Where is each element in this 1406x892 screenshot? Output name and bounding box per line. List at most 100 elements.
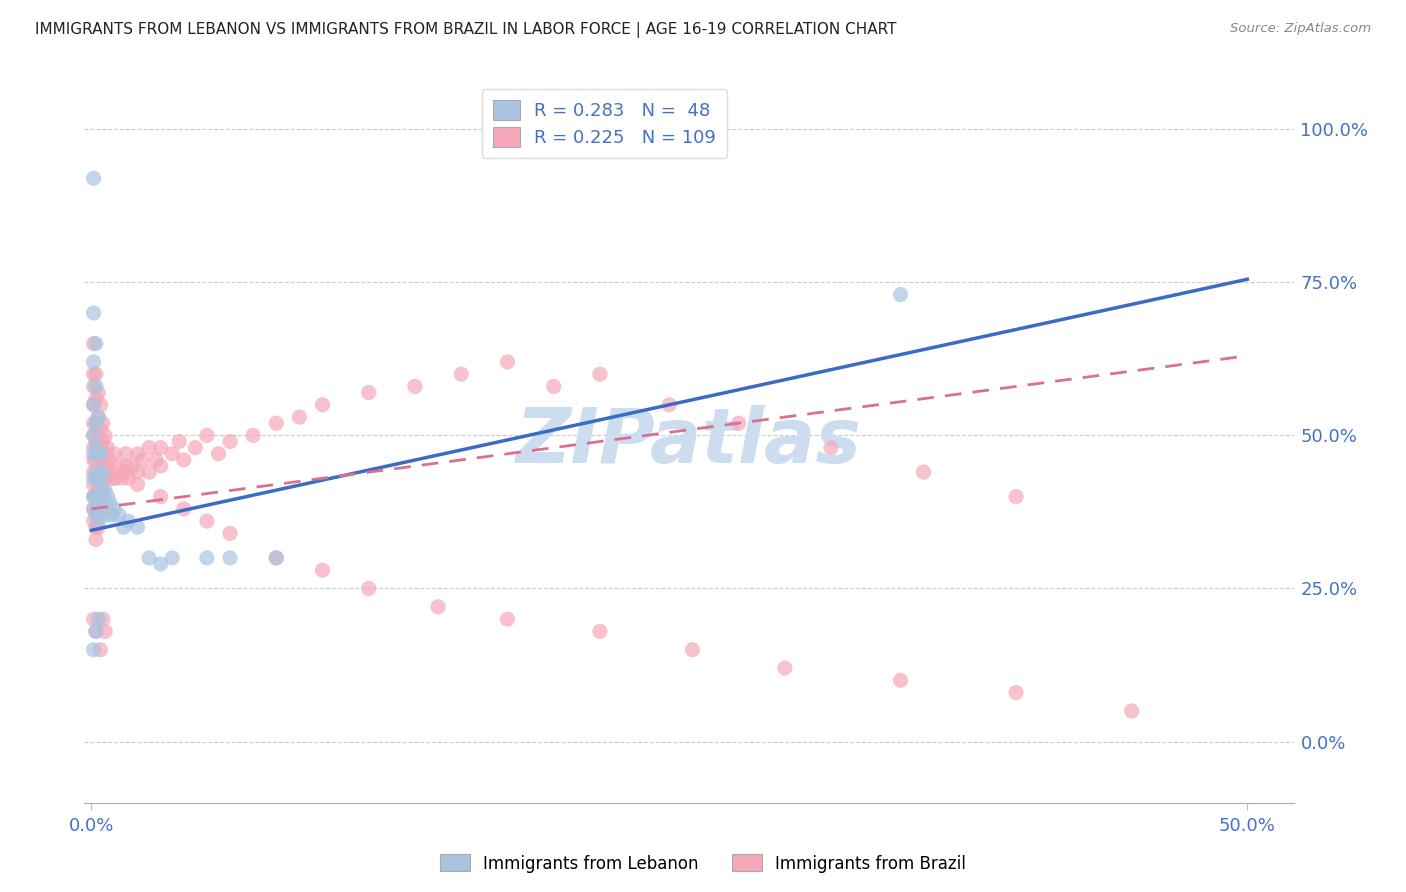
Point — [149, 441, 172, 455]
Point — [264, 416, 287, 430]
Point — [404, 379, 426, 393]
Point — [83, 465, 105, 479]
Point — [84, 465, 107, 479]
Point — [264, 550, 287, 565]
Point — [160, 447, 183, 461]
Point — [83, 367, 105, 381]
Point — [91, 416, 114, 430]
Point — [173, 502, 195, 516]
Point — [84, 508, 107, 522]
Point — [496, 612, 519, 626]
Point — [131, 453, 153, 467]
Text: Source: ZipAtlas.com: Source: ZipAtlas.com — [1230, 22, 1371, 36]
Point — [84, 441, 107, 455]
Point — [90, 642, 112, 657]
Point — [90, 490, 112, 504]
Point — [94, 447, 117, 461]
Point — [83, 355, 105, 369]
Point — [84, 520, 107, 534]
Point — [207, 447, 229, 461]
Point — [83, 514, 105, 528]
Point — [87, 502, 110, 516]
Point — [91, 502, 114, 516]
Point — [87, 410, 110, 425]
Point — [219, 526, 242, 541]
Point — [1005, 685, 1028, 699]
Point — [83, 502, 105, 516]
Point — [101, 465, 124, 479]
Point — [160, 550, 183, 565]
Point — [84, 416, 107, 430]
Point — [84, 533, 107, 547]
Point — [98, 496, 121, 510]
Point — [115, 447, 138, 461]
Point — [96, 458, 118, 473]
Point — [90, 458, 112, 473]
Point — [94, 465, 117, 479]
Point — [127, 447, 149, 461]
Point — [103, 471, 125, 485]
Point — [83, 490, 105, 504]
Point — [83, 502, 105, 516]
Point — [889, 287, 911, 301]
Point — [91, 471, 114, 485]
Point — [122, 458, 145, 473]
Legend: R = 0.283   N =  48, R = 0.225   N = 109: R = 0.283 N = 48, R = 0.225 N = 109 — [482, 89, 727, 158]
Point — [87, 410, 110, 425]
Point — [83, 447, 105, 461]
Point — [94, 428, 117, 442]
Point — [101, 508, 124, 522]
Point — [96, 490, 118, 504]
Point — [87, 447, 110, 461]
Point — [427, 599, 450, 614]
Point — [83, 477, 105, 491]
Point — [84, 367, 107, 381]
Point — [83, 642, 105, 657]
Point — [138, 550, 160, 565]
Point — [84, 471, 107, 485]
Point — [727, 416, 749, 430]
Point — [83, 416, 105, 430]
Point — [87, 447, 110, 461]
Point — [149, 557, 172, 571]
Point — [103, 502, 125, 516]
Point — [149, 490, 172, 504]
Point — [87, 496, 110, 510]
Point — [184, 441, 207, 455]
Point — [149, 458, 172, 473]
Point — [84, 379, 107, 393]
Point — [91, 612, 114, 626]
Point — [84, 502, 107, 516]
Point — [264, 550, 287, 565]
Point — [127, 465, 149, 479]
Point — [96, 441, 118, 455]
Point — [138, 441, 160, 455]
Point — [83, 379, 105, 393]
Point — [87, 483, 110, 498]
Text: ZIPatlas: ZIPatlas — [516, 405, 862, 478]
Point — [138, 465, 160, 479]
Point — [87, 428, 110, 442]
Point — [87, 520, 110, 534]
Point — [589, 367, 612, 381]
Point — [84, 453, 107, 467]
Point — [84, 416, 107, 430]
Point — [84, 624, 107, 639]
Point — [83, 398, 105, 412]
Point — [912, 465, 935, 479]
Point — [98, 471, 121, 485]
Point — [87, 385, 110, 400]
Point — [90, 447, 112, 461]
Point — [145, 453, 167, 467]
Point — [167, 434, 190, 449]
Point — [91, 453, 114, 467]
Point — [91, 434, 114, 449]
Point — [83, 398, 105, 412]
Point — [83, 306, 105, 320]
Point — [84, 336, 107, 351]
Point — [90, 471, 112, 485]
Point — [242, 428, 264, 442]
Point — [681, 642, 703, 657]
Point — [450, 367, 472, 381]
Point — [311, 398, 333, 412]
